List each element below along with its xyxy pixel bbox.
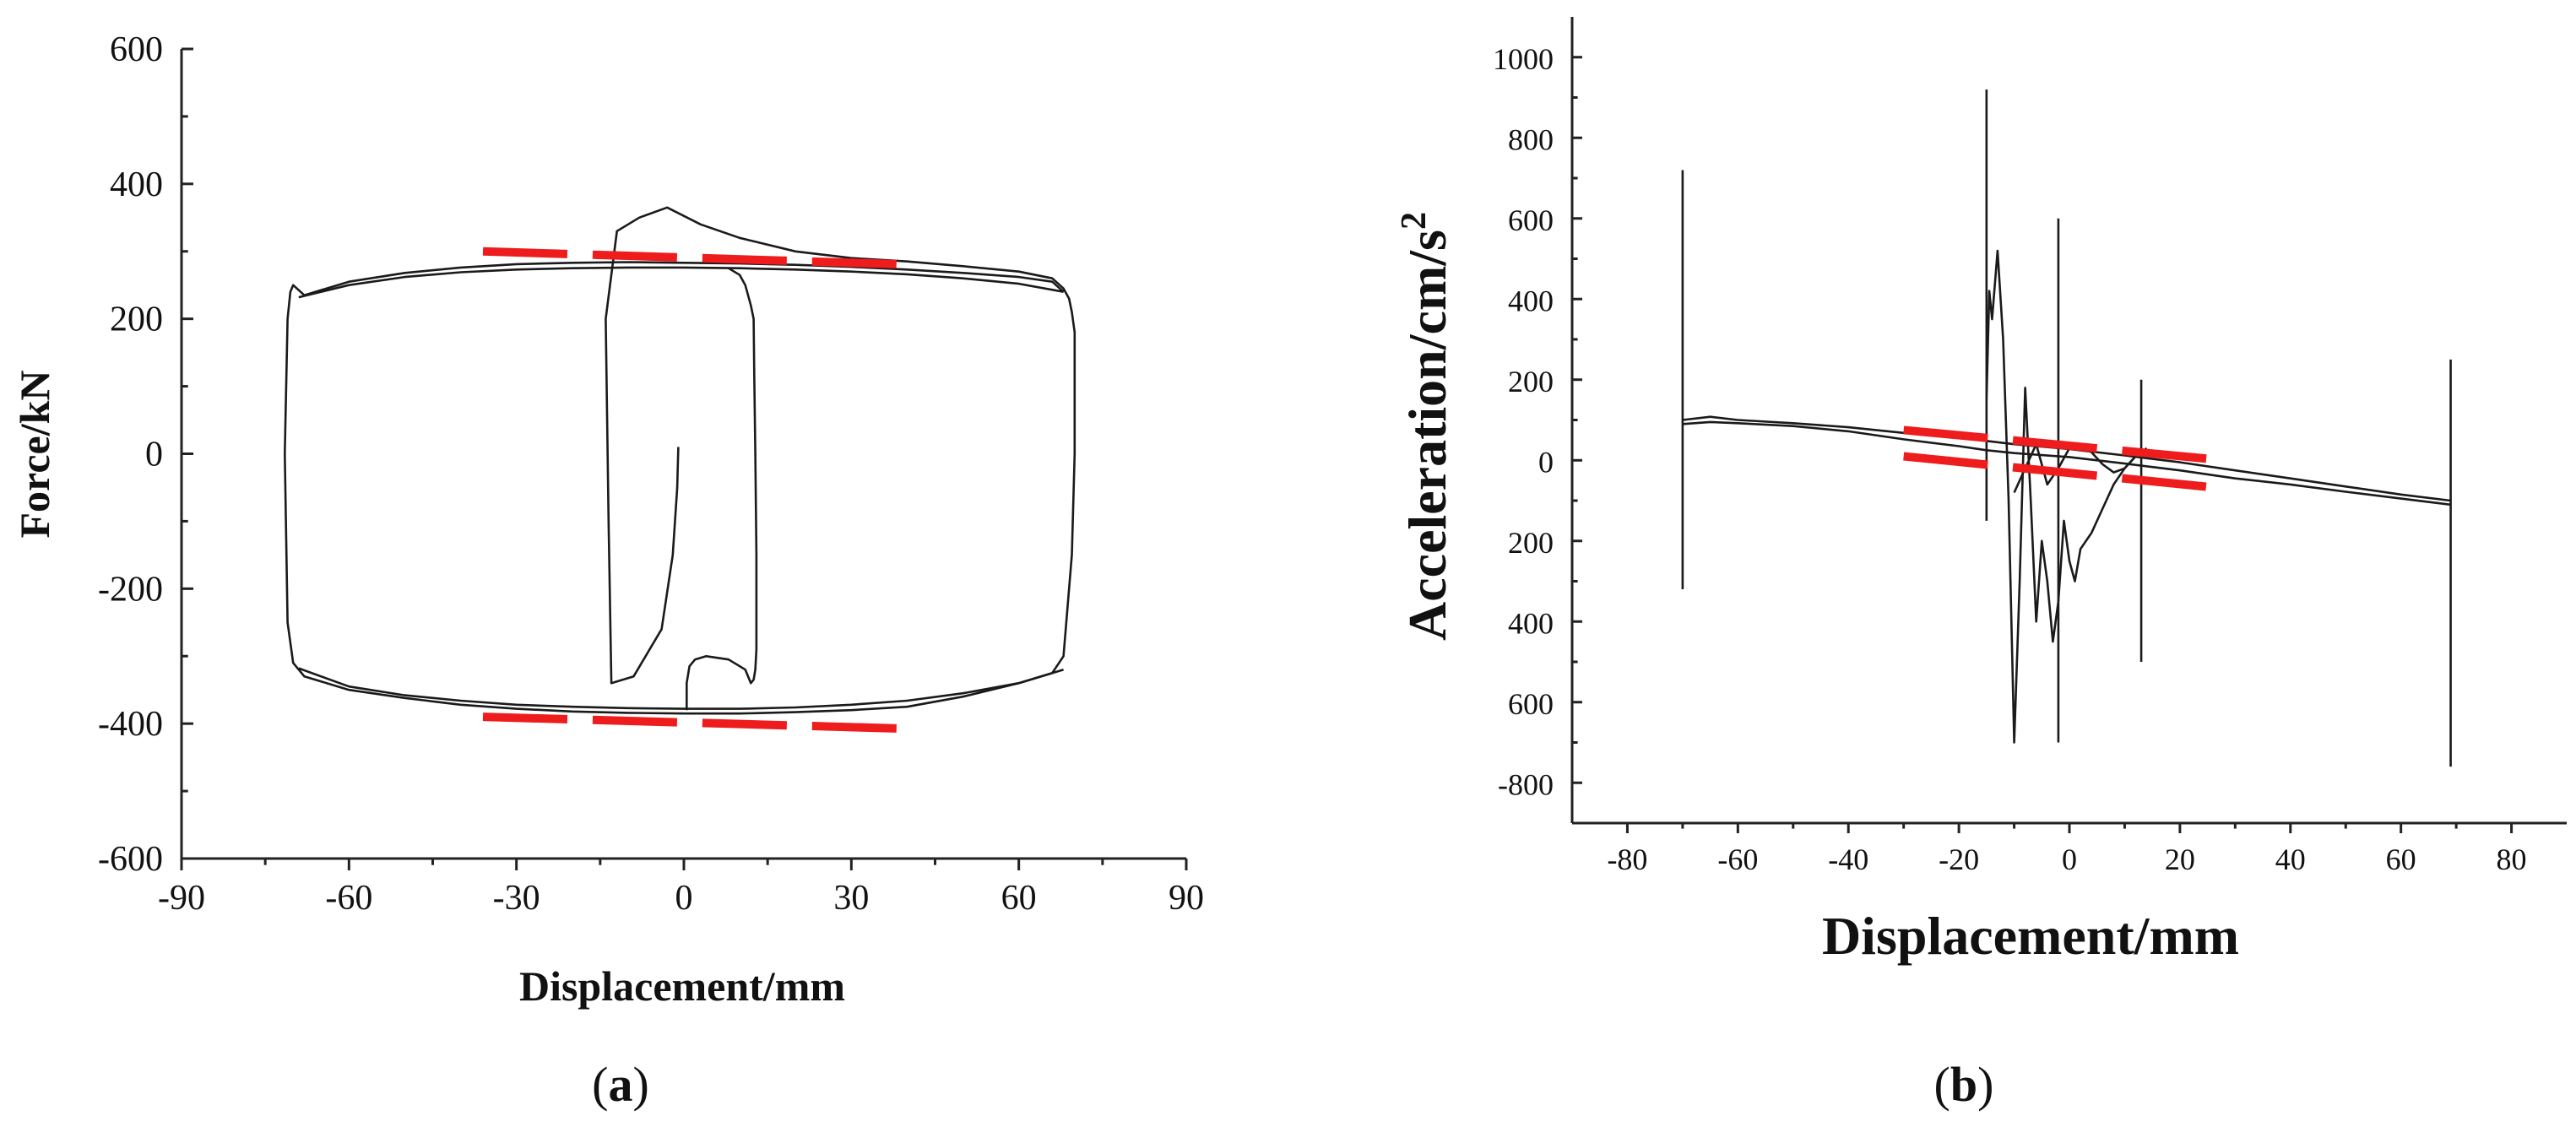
panel-b-y-axis-label-text: Acceleration/cm/s xyxy=(1397,230,1457,641)
panel-a-x-tick-label: -30 xyxy=(493,879,540,918)
panel-b-x-tick-label: 20 xyxy=(2165,843,2195,876)
panel-a-series-4 xyxy=(686,267,758,711)
panel-a-red-dashed-line-1 xyxy=(482,247,919,269)
panel-b-y-tick-label: 1000 xyxy=(1493,42,1554,76)
panel-a-x-tick-label: 60 xyxy=(1001,879,1037,918)
panel-a-x-tick-label: -60 xyxy=(325,879,372,918)
panel-b-y-tick-label: 800 xyxy=(1508,122,1554,156)
panel-a: -90 -60 -30 0 30 60 90 -600 -400 -200 0 200 400 600 D… xyxy=(11,30,1204,1112)
panel-b-series-2 xyxy=(1682,420,2451,507)
panel-b-x-tick-label: 60 xyxy=(2386,843,2416,876)
panel-a-caption-letter: a xyxy=(609,1057,633,1112)
panel-b-y-tick-label: 0 xyxy=(1538,445,1554,479)
panel-a-x-tick-label: 30 xyxy=(833,879,869,918)
panel-b-x-tick-label: -40 xyxy=(1828,843,1868,876)
panel-b-ticks: -80 -60 -40 -20 0 20 40 60 80 -800 600 400 200 0 200 40… xyxy=(1493,42,2527,876)
panel-a-red-dashed-line-2 xyxy=(482,713,919,734)
panel-b-red-dashed-line-1 xyxy=(1903,425,2225,465)
panel-a-series-2 xyxy=(298,266,1064,299)
panel-b-series-1 xyxy=(1682,415,2451,502)
panel-b-caption: (b) xyxy=(1934,1057,1994,1112)
panel-a-red-dashed-lines xyxy=(482,247,919,734)
panel-a-y-tick-label: 400 xyxy=(110,165,163,204)
panel-a-x-tick-label: 90 xyxy=(1169,879,1204,918)
panel-a-y-tick-label: -400 xyxy=(98,705,163,744)
panel-a-y-tick-label: -200 xyxy=(98,570,163,609)
panel-b-series-3 xyxy=(1985,249,2148,744)
panel-b-red-dashed-line-2 xyxy=(1903,452,2225,493)
panel-a-ticks: -90 -60 -30 0 30 60 90 -600 -400 -200 0 200 400 600 xyxy=(98,30,1204,918)
panel-b: -80 -60 -40 -20 0 20 40 60 80 -800 600 400 200 0 200 40… xyxy=(1395,17,2567,1112)
panel-b-y-tick-label: 200 xyxy=(1508,365,1554,398)
panel-b-x-tick-label: 80 xyxy=(2497,843,2527,876)
panel-b-x-tick-label: -60 xyxy=(1717,843,1758,876)
panel-b-y-tick-label: 400 xyxy=(1508,284,1554,317)
panel-b-x-tick-label: -20 xyxy=(1939,843,1979,876)
panel-a-x-axis-label: Displacement/mm xyxy=(519,962,845,1010)
panel-b-x-tick-label: -80 xyxy=(1607,843,1647,876)
panel-a-series xyxy=(284,206,1076,715)
panel-a-caption: (a) xyxy=(592,1057,649,1112)
panel-b-y-tick-label: -800 xyxy=(1498,767,1554,801)
panel-b-x-axis-label: Displacement/mm xyxy=(1822,906,2239,966)
panel-a-series-3 xyxy=(298,667,1064,710)
panel-b-axes xyxy=(1570,17,2567,825)
panel-a-x-tick-label: 0 xyxy=(675,879,693,918)
panel-b-y-tick-label: 200 xyxy=(1508,526,1554,560)
panel-a-y-tick-label: -600 xyxy=(98,840,163,879)
panel-b-caption-letter: b xyxy=(1950,1057,1977,1112)
panel-a-y-axis-label: Force/kN xyxy=(11,370,58,538)
panel-b-series xyxy=(1681,89,2452,767)
panel-a-y-tick-label: 600 xyxy=(110,30,163,69)
panel-b-y-tick-label: 600 xyxy=(1508,203,1554,237)
panel-b-y-tick-label: 400 xyxy=(1508,606,1554,640)
panel-b-red-dashed-lines xyxy=(1903,425,2225,493)
panel-a-axes xyxy=(180,49,1186,860)
panel-a-y-tick-label: 0 xyxy=(145,436,163,474)
panel-b-y-axis-label-superscript: 2 xyxy=(1395,212,1434,230)
panel-b-x-tick-label: 0 xyxy=(2062,843,2077,876)
panel-a-y-tick-label: 200 xyxy=(110,301,163,339)
panel-b-y-tick-label: 600 xyxy=(1508,687,1554,721)
panel-b-x-tick-label: 40 xyxy=(2275,843,2306,876)
panel-a-series-1 xyxy=(284,206,1076,715)
panel-a-x-tick-label: -90 xyxy=(158,879,205,918)
panel-b-y-axis-label: Acceleration/cm/s2 xyxy=(1395,212,1457,641)
